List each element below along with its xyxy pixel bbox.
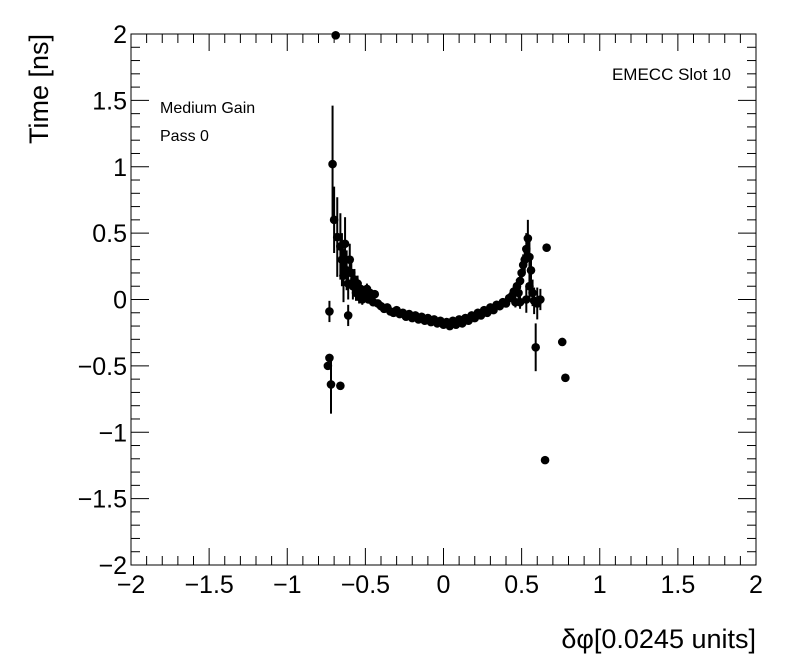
data-point (515, 276, 525, 286)
x-tick-label: 0 (437, 571, 451, 599)
y-tick-label: −2 (98, 552, 127, 580)
axis-ticks (130, 33, 757, 566)
x-tick-label: 1.5 (660, 571, 695, 599)
data-points (323, 31, 570, 465)
data-point (540, 455, 550, 465)
data-point (523, 234, 533, 243)
x-tick-label: −1 (273, 571, 302, 599)
data-point (561, 373, 570, 383)
data-point (525, 252, 534, 262)
data-point (326, 380, 336, 389)
y-tick-label: 2 (113, 21, 127, 49)
x-tick-label: 1 (593, 571, 607, 599)
annotation-gain: Medium Gain (160, 100, 255, 117)
y-tick-labels: −2 −1.5 −1 −0.5 0 0.5 1 1.5 2 (78, 21, 127, 580)
data-point (528, 288, 537, 298)
x-tick-label: −2 (117, 571, 146, 599)
data-point (370, 289, 380, 299)
x-tick-label: 0.5 (504, 571, 539, 599)
data-point (515, 297, 525, 307)
x-axis-label: δφ[0.0245 units] (561, 624, 756, 654)
data-point (557, 337, 567, 347)
annotation-pass: Pass 0 (160, 128, 209, 145)
y-tick-label: 1 (113, 154, 127, 182)
y-tick-label: 1.5 (92, 87, 127, 115)
data-point (531, 342, 540, 352)
data-point (337, 255, 347, 264)
x-tick-labels: −2 −1.5 −1 −0.5 0 0.5 1 1.5 2 (117, 571, 763, 599)
data-point (526, 265, 536, 275)
y-tick-label: 0 (113, 287, 127, 315)
data-point (343, 311, 353, 320)
data-point (331, 31, 340, 40)
data-point (536, 295, 545, 304)
y-tick-label: −1 (98, 419, 127, 447)
x-tick-label: 2 (749, 571, 763, 599)
data-point (514, 288, 523, 298)
x-tick-label: −1.5 (184, 571, 233, 599)
data-point (325, 353, 334, 363)
y-axis-label: Time [ns] (24, 34, 54, 144)
annotation-slot: EMECC Slot 10 (612, 65, 731, 84)
x-tick-label: −0.5 (341, 571, 390, 599)
y-tick-label: 0.5 (92, 220, 127, 248)
y-tick-label: −1.5 (78, 486, 127, 514)
y-tick-label: −0.5 (78, 353, 127, 381)
data-point (542, 243, 551, 253)
data-point (325, 307, 334, 316)
data-point (345, 255, 355, 264)
data-point (336, 381, 345, 391)
data-point (328, 159, 337, 169)
